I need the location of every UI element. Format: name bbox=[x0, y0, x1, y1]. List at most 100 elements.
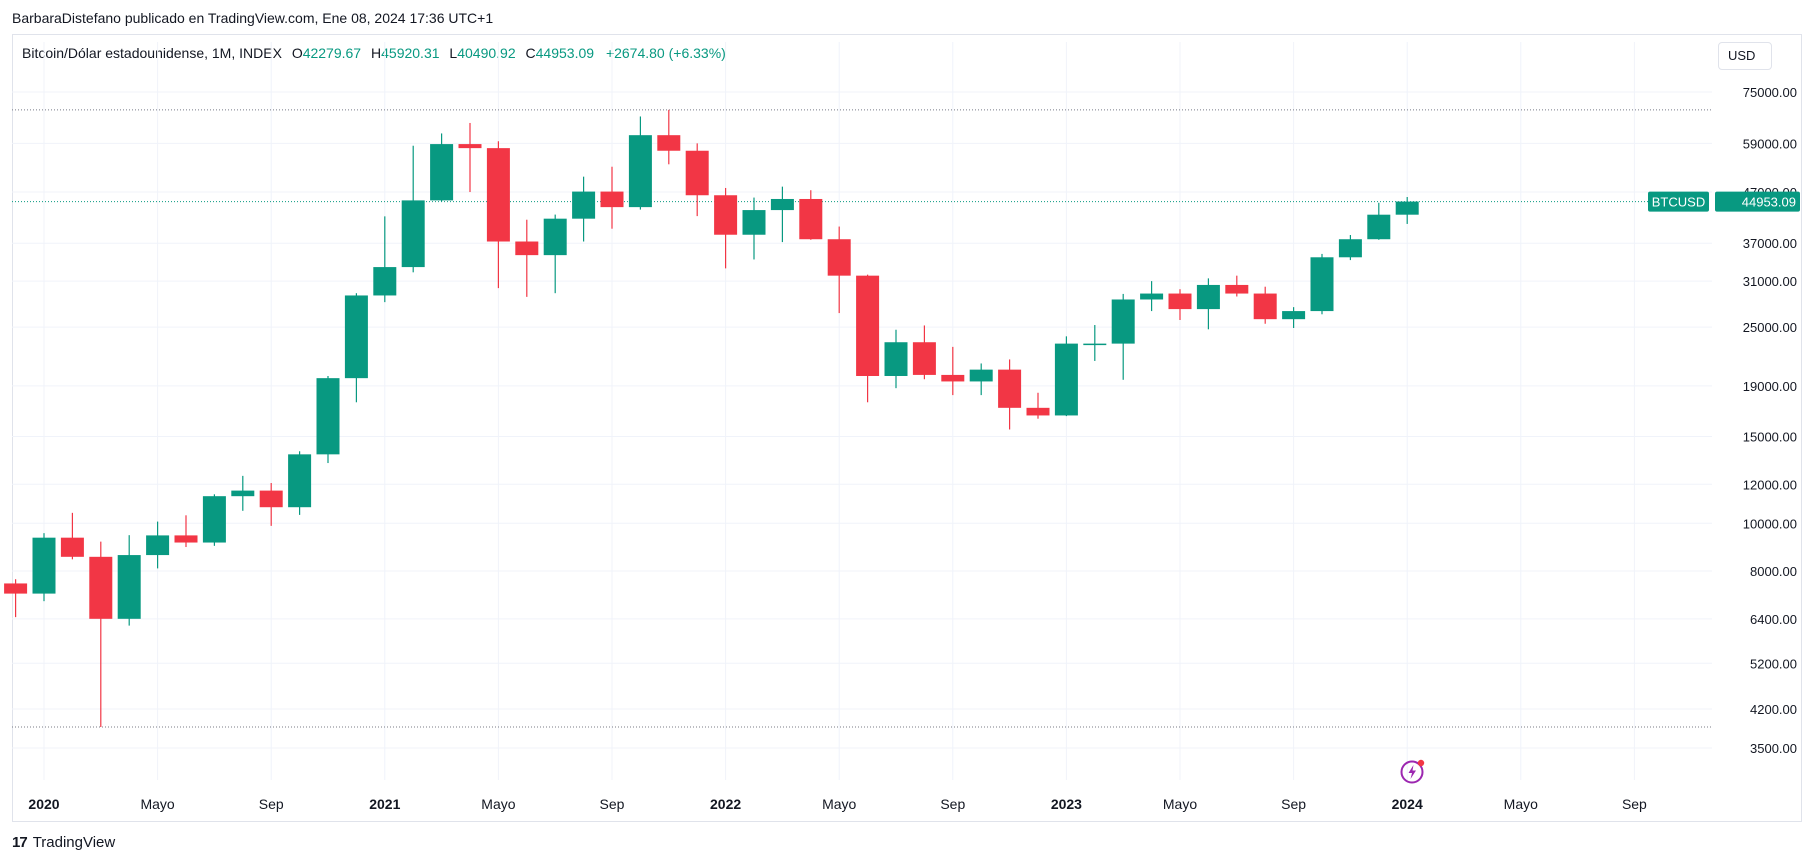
candle-body bbox=[316, 378, 340, 455]
low-value: 40490.92 bbox=[457, 45, 516, 61]
price-tick-label: 5200.00 bbox=[1750, 656, 1797, 671]
candle-body bbox=[1140, 293, 1164, 300]
candle-body bbox=[344, 295, 368, 379]
time-tick-label: Sep bbox=[1281, 796, 1306, 812]
time-tick-label: 2024 bbox=[1392, 796, 1423, 812]
high-value: 45920.31 bbox=[381, 45, 440, 61]
candle-body bbox=[856, 275, 880, 376]
price-tick-label: 31000.00 bbox=[1743, 274, 1797, 289]
candle-body bbox=[401, 200, 425, 268]
candle-body bbox=[146, 535, 170, 556]
candle-body bbox=[543, 218, 567, 256]
candle-body bbox=[1282, 311, 1306, 320]
candle-body bbox=[1367, 214, 1391, 240]
time-tick-label: Sep bbox=[940, 796, 965, 812]
time-tick-label: Mayo bbox=[481, 796, 515, 812]
price-axis: 75000.0059000.0047000.0037000.0031000.00… bbox=[1743, 85, 1797, 756]
flash-icon[interactable] bbox=[1400, 758, 1426, 784]
price-tick-label: 19000.00 bbox=[1743, 379, 1797, 394]
candle-body bbox=[4, 583, 28, 594]
time-tick-label: 2021 bbox=[369, 796, 400, 812]
price-tick-label: 59000.00 bbox=[1743, 136, 1797, 151]
candle-body bbox=[202, 496, 226, 543]
candle-body bbox=[1395, 201, 1419, 215]
candle-body bbox=[288, 454, 312, 508]
candle-body bbox=[373, 267, 397, 296]
candle-body bbox=[827, 239, 851, 276]
candle-body bbox=[969, 369, 993, 382]
time-tick-label: 2020 bbox=[28, 796, 59, 812]
chart-grid bbox=[12, 42, 1712, 780]
candle-body bbox=[1225, 284, 1249, 294]
price-tick-label: 75000.00 bbox=[1743, 85, 1797, 100]
price-tags: BTCUSD 44953.09 bbox=[1648, 191, 1800, 212]
open-label: O bbox=[291, 45, 303, 61]
time-tick-label: 2023 bbox=[1051, 796, 1082, 812]
price-tick-label: 4200.00 bbox=[1750, 702, 1797, 717]
price-tick-label: 37000.00 bbox=[1743, 236, 1797, 251]
open-value: 42279.67 bbox=[302, 45, 362, 61]
time-axis: 2020 Mayo Sep 2021 Mayo Sep 2022 Mayo Sep 2023 May… bbox=[28, 796, 1647, 812]
symbol-tag-bg bbox=[1648, 191, 1709, 212]
currency-button[interactable]: USD bbox=[1718, 42, 1772, 70]
candle-body bbox=[89, 556, 113, 619]
candle-body bbox=[430, 144, 454, 201]
publisher-line: BarbaraDistefano publicado en TradingVie… bbox=[12, 10, 494, 26]
time-tick-label: Sep bbox=[259, 796, 284, 812]
candle-body bbox=[1168, 293, 1192, 310]
time-tick-label: Sep bbox=[1622, 796, 1647, 812]
candle-body bbox=[231, 490, 255, 497]
chart-frame bbox=[12, 34, 1802, 822]
time-tick-label: 2022 bbox=[710, 796, 741, 812]
symbol-legend: Bitcoin/Dólar estadounidense, 1M, INDEX … bbox=[22, 45, 726, 61]
symbol-title: Bitcoin/Dólar estadounidense, 1M, INDEX bbox=[22, 45, 282, 61]
candle-body bbox=[1196, 284, 1220, 310]
price-tick-label: 25000.00 bbox=[1743, 320, 1797, 335]
candle-body bbox=[1310, 257, 1334, 312]
candle-body bbox=[884, 342, 908, 376]
close-value: 44953.09 bbox=[535, 45, 595, 61]
candle-body bbox=[572, 191, 596, 219]
candle-body bbox=[458, 144, 482, 149]
candle-body bbox=[628, 135, 652, 208]
candle-body bbox=[912, 342, 936, 375]
candles bbox=[4, 109, 1419, 728]
price-tick-label: 3500.00 bbox=[1750, 741, 1797, 756]
candle-body bbox=[742, 210, 766, 235]
candle-body bbox=[60, 537, 84, 557]
candle-body bbox=[259, 490, 283, 508]
candle-body bbox=[799, 198, 823, 240]
candle-body bbox=[515, 241, 539, 256]
price-tick-label: 10000.00 bbox=[1743, 516, 1797, 531]
candle-body bbox=[1054, 343, 1078, 416]
last-price-tag: 44953.09 bbox=[1742, 195, 1796, 210]
candle-body bbox=[32, 537, 56, 594]
candle-body bbox=[486, 148, 510, 242]
footer: 17 TradingView bbox=[12, 834, 115, 851]
time-tick-label: Mayo bbox=[822, 796, 856, 812]
candle-body bbox=[685, 150, 709, 196]
candle-body bbox=[998, 369, 1022, 408]
time-tick-label: Mayo bbox=[140, 796, 174, 812]
symbol-tag: BTCUSD bbox=[1652, 195, 1705, 210]
candle-body bbox=[714, 195, 738, 235]
time-tick-label: Mayo bbox=[1163, 796, 1197, 812]
candle-body bbox=[600, 191, 624, 208]
time-tick-label: Mayo bbox=[1504, 796, 1538, 812]
candle-body bbox=[1083, 343, 1107, 346]
price-tick-label: 15000.00 bbox=[1743, 429, 1797, 444]
candle-body bbox=[174, 535, 198, 543]
price-tick-label: 8000.00 bbox=[1750, 564, 1797, 579]
candle-body bbox=[1111, 299, 1135, 344]
reference-lines bbox=[12, 109, 1712, 728]
footer-brand[interactable]: TradingView bbox=[32, 834, 116, 851]
close-label: C bbox=[525, 45, 536, 61]
change-value: +2674.80 (+6.33%) bbox=[605, 45, 726, 61]
price-tick-label: 12000.00 bbox=[1743, 477, 1797, 492]
low-label: L bbox=[449, 45, 458, 61]
price-tick-label: 6400.00 bbox=[1750, 612, 1797, 627]
candle-body bbox=[1026, 407, 1050, 416]
candle-body bbox=[770, 198, 794, 211]
candle-body bbox=[941, 374, 965, 382]
